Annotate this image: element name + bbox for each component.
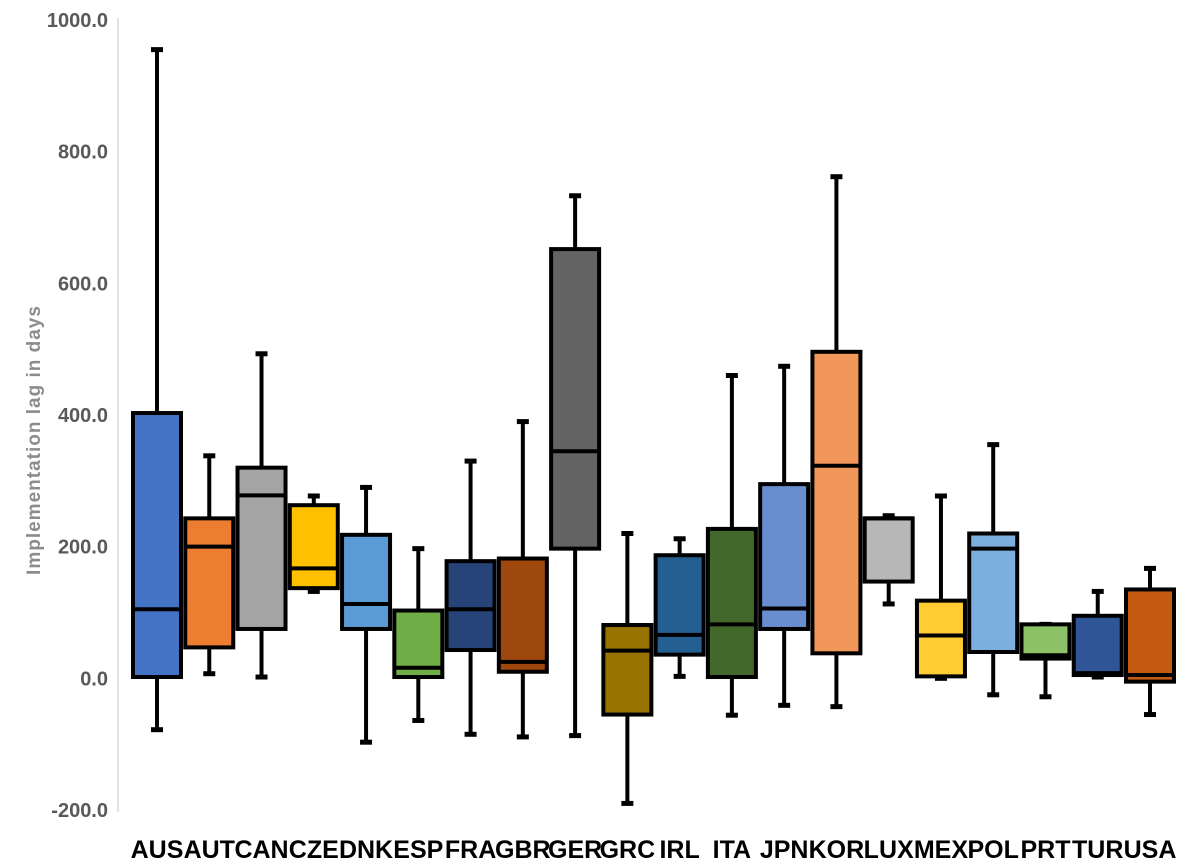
y-tick-label: 600.0	[58, 273, 108, 295]
box-iqr	[914, 598, 967, 679]
y-tick-label: 200.0	[58, 537, 108, 559]
box-pol	[967, 442, 1020, 698]
box-tur	[1071, 588, 1124, 680]
box-cze	[287, 493, 340, 594]
box-iqr	[496, 556, 549, 674]
x-tick-label: ESP	[393, 836, 443, 864]
box-iqr	[862, 516, 915, 584]
box-iqr	[1071, 613, 1124, 678]
x-tick-label: ITA	[713, 836, 751, 864]
box-ger	[549, 193, 602, 739]
box-kor	[810, 174, 863, 710]
box-prt	[1019, 621, 1072, 700]
x-tick-label: MEX	[914, 836, 969, 864]
y-tick-label: -200.0	[51, 800, 108, 822]
y-tick-label: 1000.0	[47, 10, 108, 32]
box-iqr	[340, 532, 393, 631]
y-tick-label: 400.0	[58, 405, 108, 427]
box-iqr	[1019, 622, 1072, 661]
x-tick-label: AUS	[131, 836, 184, 864]
plot-area	[131, 47, 1176, 806]
x-tick-label: GRC	[600, 836, 656, 864]
box-fra	[444, 458, 497, 737]
box-esp	[392, 546, 445, 723]
y-axis-title: Implementation lag in days	[24, 305, 45, 575]
x-tick-label: USA	[1124, 836, 1177, 864]
box-ita	[705, 373, 758, 718]
x-tick-label: AUT	[184, 836, 235, 864]
y-tick-label: 800.0	[58, 142, 108, 164]
box-iqr	[287, 503, 340, 591]
x-tick-label: CZE	[289, 836, 339, 864]
box-grc	[601, 531, 654, 806]
box-iqr	[131, 411, 183, 680]
box-lux	[862, 513, 915, 607]
x-tick-label: FRA	[445, 836, 496, 864]
box-iqr	[653, 553, 706, 657]
x-tick-label: JPN	[760, 836, 809, 864]
box-iqr	[549, 247, 602, 551]
box-iqr	[758, 482, 811, 631]
box-iqr	[235, 465, 288, 631]
x-tick-label: DNK	[339, 836, 393, 864]
box-iqr	[967, 531, 1020, 654]
x-tick-label: TUR	[1072, 836, 1123, 864]
y-tick-label: 0.0	[80, 668, 108, 690]
x-tick-label: GER	[548, 836, 602, 864]
box-mex	[914, 493, 967, 681]
box-iqr	[183, 516, 236, 650]
x-tick-label: GBR	[495, 836, 551, 864]
x-tick-label: POL	[968, 836, 1019, 864]
x-tick-label: CAN	[234, 836, 288, 864]
box-iqr	[444, 559, 497, 653]
box-aus	[131, 47, 183, 733]
box-iqr	[810, 349, 863, 656]
y-axis-ticks: -200.0 0.0 200.0 400.0 600.0 800.0 1000.0	[47, 10, 108, 822]
box-jpn	[758, 363, 811, 708]
box-iqr	[1124, 587, 1176, 684]
box-iqr	[705, 526, 758, 680]
box-aut	[183, 453, 236, 677]
box-dnk	[340, 484, 393, 745]
box-can	[235, 351, 288, 680]
x-tick-label: IRL	[659, 836, 699, 864]
box-iqr	[601, 623, 654, 717]
box-usa	[1124, 565, 1176, 718]
box-irl	[653, 536, 706, 679]
x-tick-label: LUX	[864, 836, 914, 864]
x-tick-label: KOR	[809, 836, 865, 864]
box-gbr	[496, 419, 549, 740]
x-tick-label: PRT	[1020, 836, 1070, 864]
